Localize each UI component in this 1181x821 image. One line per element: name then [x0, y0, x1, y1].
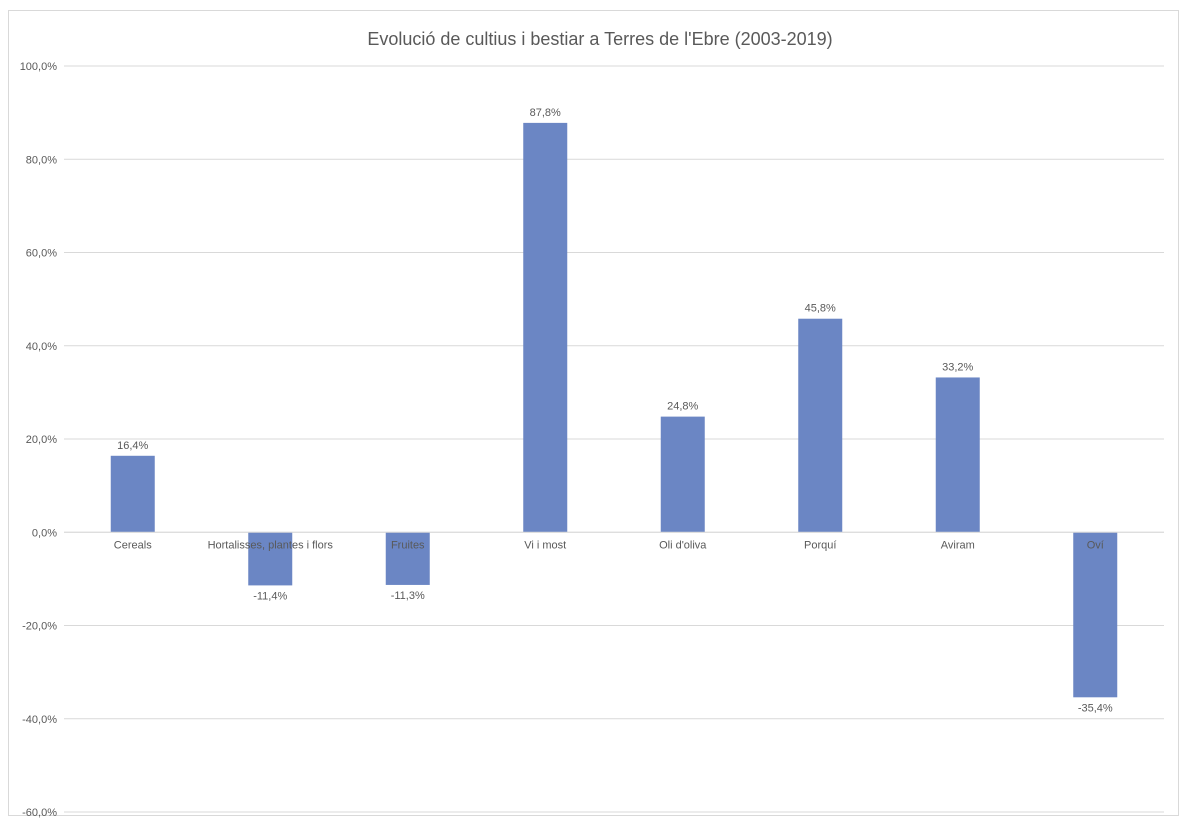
gridlines [64, 65, 1164, 813]
data-label: -11,4% [253, 590, 287, 602]
data-label: 24,8% [667, 401, 698, 413]
category-label: Vi i most [524, 539, 566, 551]
chart-title: Evolució de cultius i bestiar a Terres d… [367, 29, 832, 49]
y-tick-label: 80,0% [26, 154, 57, 166]
category-label: Fruites [391, 539, 425, 551]
bar [110, 455, 155, 533]
category-label: Aviram [941, 539, 975, 551]
bars [110, 122, 1118, 698]
bar [660, 416, 705, 533]
bar [1073, 532, 1118, 698]
data-label: 33,2% [942, 361, 973, 373]
bar [248, 532, 293, 586]
y-tick-label: -40,0% [22, 714, 57, 726]
y-tick-label: 60,0% [26, 248, 57, 260]
y-tick-label: 100,0% [20, 61, 58, 73]
category-label: Oví [1087, 539, 1104, 551]
chart-frame [8, 10, 1179, 816]
y-tick-label: 40,0% [26, 341, 57, 353]
data-labels: 16,4% -11,4% -11,3% 87,8% 24,8% 45,8% 33,2% -35… [117, 107, 1113, 714]
category-label: Cereals [114, 539, 152, 551]
category-labels: Cereals Hortalisses, plantes i flors Fruit… [114, 539, 1104, 551]
category-label: Porquí [804, 539, 836, 551]
bar [523, 122, 568, 533]
y-tick-label: -60,0% [22, 807, 57, 819]
bar [935, 377, 980, 533]
data-label: 45,8% [805, 303, 836, 315]
category-label: Hortalisses, plantes i flors [208, 539, 334, 551]
data-label: -11,3% [391, 590, 425, 602]
y-axis-tick-labels: 100,0% 80,0% 60,0% 40,0% 20,0% 0,0% -20,0% -40,… [20, 61, 58, 819]
bar [385, 532, 430, 585]
y-tick-label: -20,0% [22, 621, 57, 633]
category-label: Oli d'oliva [659, 539, 707, 551]
y-tick-label: 0,0% [32, 527, 57, 539]
data-label: -35,4% [1078, 702, 1113, 714]
y-tick-label: 20,0% [26, 434, 57, 446]
bar [798, 318, 843, 533]
data-label: 87,8% [530, 107, 561, 119]
data-label: 16,4% [117, 440, 148, 452]
